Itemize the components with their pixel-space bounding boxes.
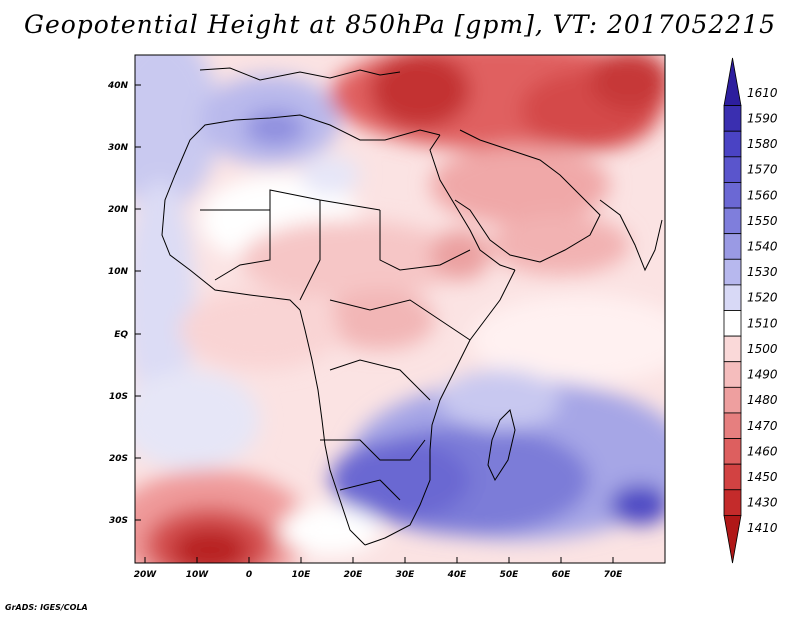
colorbar-segment [723, 489, 742, 516]
lon-label: 30E [396, 570, 416, 580]
colorbar-segment [723, 438, 742, 465]
colorbar-segment [723, 386, 742, 414]
map-title: Geopotential Height at 850hPa [gpm], VT:… [23, 10, 777, 39]
colorbar-segment [723, 130, 742, 158]
colorbar-label: 1450 [747, 470, 778, 484]
lon-label: 20E [344, 570, 364, 580]
colorbar-segment [723, 284, 742, 311]
colorbar: 1610 1590 1580 1570 1560 1550 1540 1530 1520 1510… [723, 57, 778, 564]
colorbar-segment [723, 57, 742, 107]
grads-credit: GrADS: IGES/COLA [5, 603, 88, 612]
lon-label: 20W [134, 570, 158, 580]
colorbar-label: 1540 [747, 239, 778, 253]
colorbar-segment [723, 361, 742, 388]
colorbar-segment [723, 105, 742, 132]
colorbar-label: 1610 [747, 86, 778, 100]
colorbar-label: 1500 [747, 342, 778, 356]
lon-axis: 20W 10W 0 10E 20E 30E 40E 50E 60E 70E [134, 557, 623, 580]
colorbar-segment [723, 258, 742, 286]
colorbar-segment [723, 233, 742, 260]
colorbar-label: 1430 [747, 496, 778, 510]
height-field [135, 55, 665, 563]
colorbar-label: 1570 [747, 163, 778, 177]
lon-label: 50E [500, 570, 520, 580]
colorbar-segment [723, 207, 742, 235]
lat-label: 20S [109, 454, 128, 464]
colorbar-label: 1520 [747, 291, 778, 305]
colorbar-label: 1470 [747, 419, 778, 433]
lat-axis: 40N 30N 20N 10N EQ 10S 20S 30S [107, 81, 141, 526]
plot-frame [134, 54, 666, 564]
colorbar-segment [723, 514, 742, 564]
lat-label: 10S [109, 392, 128, 402]
lon-label: 70E [604, 570, 624, 580]
colorbar-label: 1580 [747, 137, 778, 151]
lat-label: EQ [114, 330, 128, 340]
colorbar-segment [723, 412, 742, 439]
lon-label: 40E [447, 570, 468, 580]
colorbar-label: 1460 [747, 444, 778, 458]
lon-label: 0 [246, 570, 252, 580]
colorbar-label: 1560 [747, 188, 778, 202]
colorbar-label: 1590 [747, 111, 778, 125]
lat-label: 30S [109, 516, 128, 526]
colorbar-segment [723, 156, 742, 183]
colorbar-label: 1550 [747, 214, 778, 228]
colorbar-label: 1510 [747, 316, 778, 330]
coastlines [161, 67, 663, 546]
lat-label: 20N [108, 205, 129, 215]
colorbar-segment [723, 182, 742, 209]
colorbar-label: 1530 [747, 265, 778, 279]
colorbar-label: 1490 [747, 368, 778, 382]
colorbar-label: 1410 [747, 521, 778, 535]
colorbar-segment [723, 335, 742, 363]
lat-label: 10N [108, 267, 129, 277]
lon-label: 10E [292, 570, 312, 580]
lon-label: 10W [186, 570, 210, 580]
lon-label: 60E [552, 570, 572, 580]
colorbar-segment [723, 463, 742, 491]
colorbar-label: 1480 [747, 393, 778, 407]
lat-label: 40N [107, 81, 129, 91]
lat-label: 30N [108, 143, 129, 153]
colorbar-segment [723, 310, 742, 337]
